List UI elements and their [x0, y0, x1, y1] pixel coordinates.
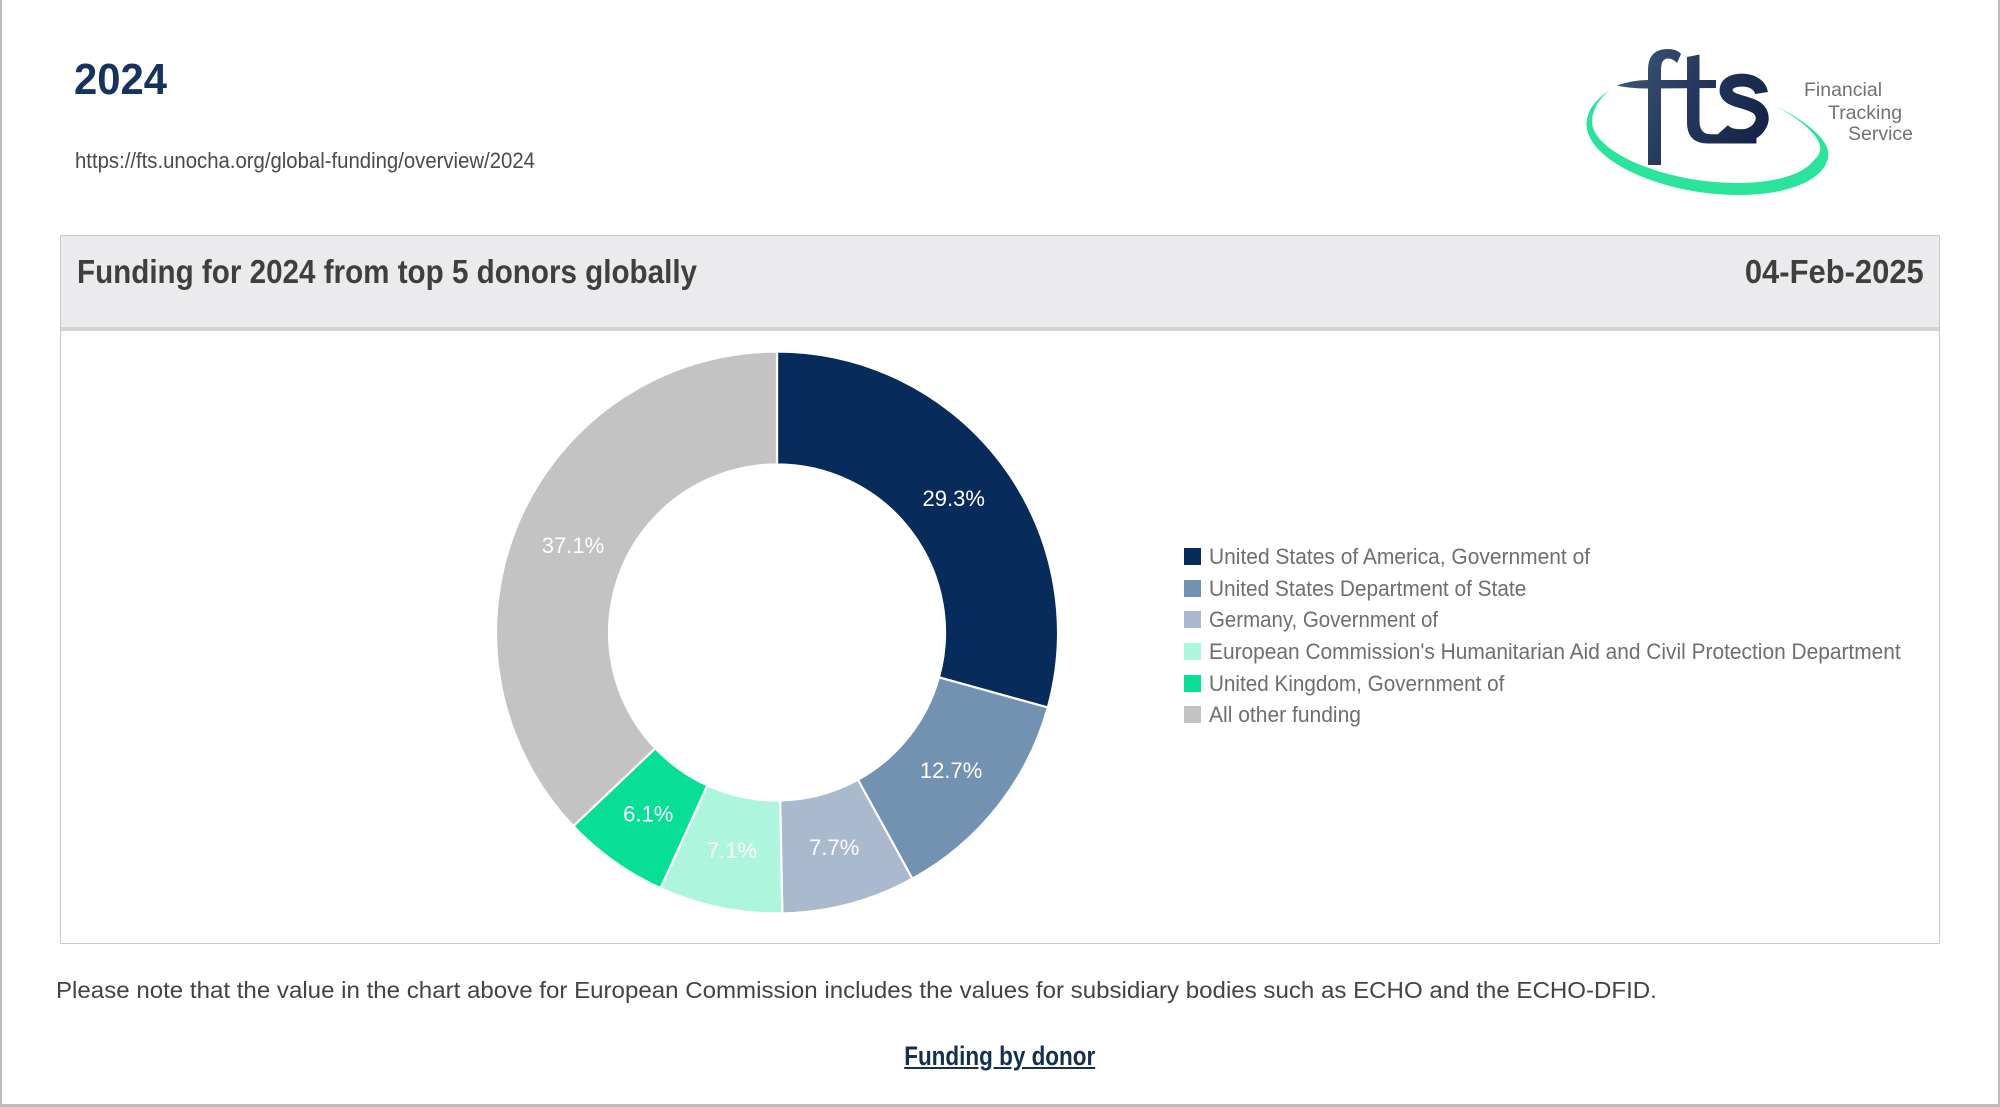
svg-text:Financial: Financial: [1804, 79, 1882, 101]
svg-text:Service: Service: [1848, 123, 1913, 145]
svg-text:Tracking: Tracking: [1828, 102, 1902, 124]
svg-text:37.1%: 37.1%: [542, 533, 604, 558]
svg-text:12.7%: 12.7%: [920, 758, 982, 783]
svg-text:7.7%: 7.7%: [809, 835, 859, 860]
svg-text:29.3%: 29.3%: [923, 486, 985, 511]
svg-text:7.1%: 7.1%: [707, 838, 757, 863]
svg-text:6.1%: 6.1%: [623, 801, 673, 826]
